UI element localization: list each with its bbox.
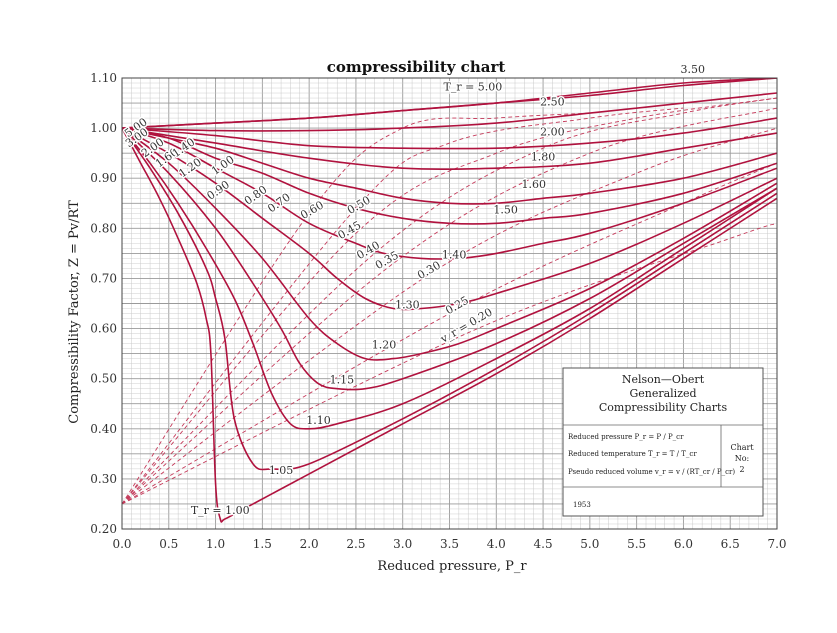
- isotherm-label-7-halo: 1.50: [493, 203, 518, 216]
- isotherm-10: [122, 117, 777, 150]
- info-def-temperature: Reduced temperature T_r = T / T_cr: [568, 450, 697, 458]
- x-tick-label: 3.0: [393, 537, 412, 551]
- isotherm-label-3-halo: 1.15: [330, 374, 355, 387]
- vr-line-4: [122, 107, 777, 505]
- isotherm-label-3: 1.15: [330, 374, 355, 387]
- isotherm-label-13: T_r = 5.00: [443, 81, 502, 94]
- isotherm-label-1: 1.05: [269, 464, 294, 477]
- isotherm-0: [122, 127, 777, 523]
- x-tick-label: 2.5: [346, 537, 365, 551]
- vr-line-1: [122, 107, 684, 505]
- info-def-volume: Pseudo reduced volume v_r = v / (RT_cr /…: [568, 468, 735, 476]
- isotherm-label-4-halo: 1.20: [372, 339, 397, 352]
- isotherm-label-13-halo: T_r = 5.00: [443, 81, 502, 94]
- x-tick-label: 1.0: [206, 537, 225, 551]
- isotherm-label-11: 2.50: [540, 96, 565, 109]
- y-tick-label: 1.10: [90, 71, 117, 85]
- isotherm-label-6-halo: 1.40: [442, 248, 467, 261]
- isotherm-label-12-halo: 3.50: [681, 63, 706, 76]
- y-tick-label: 0.60: [90, 322, 117, 336]
- isotherm-label-2-halo: 1.10: [306, 414, 331, 427]
- x-tick-label: 3.5: [440, 537, 459, 551]
- x-tick-label: 7.0: [767, 537, 786, 551]
- isotherm-label-11-halo: 2.50: [540, 96, 565, 109]
- isotherm-label-0: T_r = 1.00: [191, 504, 250, 517]
- y-axis-label: Compressibility Factor, Z = Pv/RT: [67, 200, 82, 424]
- vr-lines: [122, 97, 777, 505]
- isotherm-label-10-halo: 2.00: [540, 126, 565, 139]
- isotherm-label-1-halo: 1.05: [269, 464, 294, 477]
- info-title-line-3: Compressibility Charts: [599, 401, 728, 414]
- y-tick-label: 0.70: [90, 271, 117, 285]
- plot-frame: [121, 77, 778, 530]
- y-tick-label: 0.40: [90, 422, 117, 436]
- x-tick-label: 5.5: [627, 537, 646, 551]
- x-tick-label: 0.5: [159, 537, 178, 551]
- x-tick-label: 5.0: [580, 537, 599, 551]
- isotherm-1: [122, 127, 777, 471]
- x-tick-label: 4.5: [534, 537, 553, 551]
- isotherm-7: [122, 127, 777, 225]
- vr-line-3: [122, 97, 777, 505]
- isotherm-label-12: 3.50: [681, 63, 706, 76]
- isotherm-label-7: 1.50: [493, 203, 518, 216]
- isotherm-label-4: 1.20: [372, 339, 397, 352]
- isotherm-4: [122, 127, 777, 361]
- isotherm-5: [122, 127, 777, 311]
- isotherm-8: [122, 127, 777, 205]
- info-chart-no: 2: [739, 465, 744, 474]
- isotherm-13: [122, 78, 777, 129]
- info-box-frame: [562, 367, 764, 517]
- vr-line-5: [122, 127, 777, 505]
- x-tick-label: 1.5: [253, 537, 272, 551]
- vr-line-2: [122, 97, 777, 505]
- isotherm-label-0-halo: T_r = 1.00: [191, 504, 250, 517]
- isotherms: [122, 78, 777, 523]
- info-title-line-2: Generalized: [629, 387, 696, 400]
- isotherm-label-6: 1.40: [442, 248, 467, 261]
- y-tick-label: 0.50: [90, 372, 117, 386]
- info-year: 1953: [573, 501, 591, 509]
- x-tick-label: 6.5: [721, 537, 740, 551]
- y-tick-label: 0.20: [90, 522, 117, 536]
- isotherm-label-2: 1.10: [306, 414, 331, 427]
- isotherm-label-5-halo: 1.30: [395, 299, 420, 312]
- info-title-line-1: Nelson—Obert: [622, 373, 705, 386]
- info-box: Nelson—Obert Generalized Compressibility…: [562, 367, 764, 517]
- vr-line-6: [122, 162, 777, 505]
- isotherm-label-9: 1.80: [531, 151, 556, 164]
- x-tick-label: 6.0: [674, 537, 693, 551]
- y-tick-label: 0.90: [90, 171, 117, 185]
- y-tick-label: 0.80: [90, 221, 117, 235]
- isotherm-label-9-halo: 1.80: [531, 151, 556, 164]
- isotherm-label-8: 1.60: [521, 178, 546, 191]
- isotherm-2: [122, 127, 777, 430]
- info-def-pressure: Reduced pressure P_r = P / P_cr: [568, 433, 684, 441]
- y-tick-label: 0.30: [90, 472, 117, 486]
- y-tick-label: 1.00: [90, 121, 117, 135]
- vr-line-7: [122, 222, 777, 505]
- chart-title: compressibility chart: [327, 58, 506, 76]
- grid: [121, 77, 778, 530]
- x-tick-label: 4.0: [487, 537, 506, 551]
- isotherm-label-8-halo: 1.60: [521, 178, 546, 191]
- isotherm-11: [122, 92, 777, 132]
- isotherm-label-5: 1.30: [395, 299, 420, 312]
- vr-line-0: [122, 112, 590, 505]
- isotherm-3: [122, 127, 777, 391]
- isotherm-9: [122, 127, 777, 170]
- x-axis-label: Reduced pressure, P_r: [377, 559, 527, 574]
- isotherm-6: [122, 127, 777, 260]
- x-tick-label: 0.0: [112, 537, 131, 551]
- axes: 0.0 0.5 1.0 1.5 2.0 2.5 3.0 3.5 4.0 4.5 5.0 5.5 6.0 6…: [90, 71, 786, 551]
- x-tick-label: 2.0: [300, 537, 319, 551]
- info-chart-label: Chart: [730, 443, 754, 452]
- isotherm-label-10: 2.00: [540, 126, 565, 139]
- info-chart-no-label: No:: [735, 454, 750, 463]
